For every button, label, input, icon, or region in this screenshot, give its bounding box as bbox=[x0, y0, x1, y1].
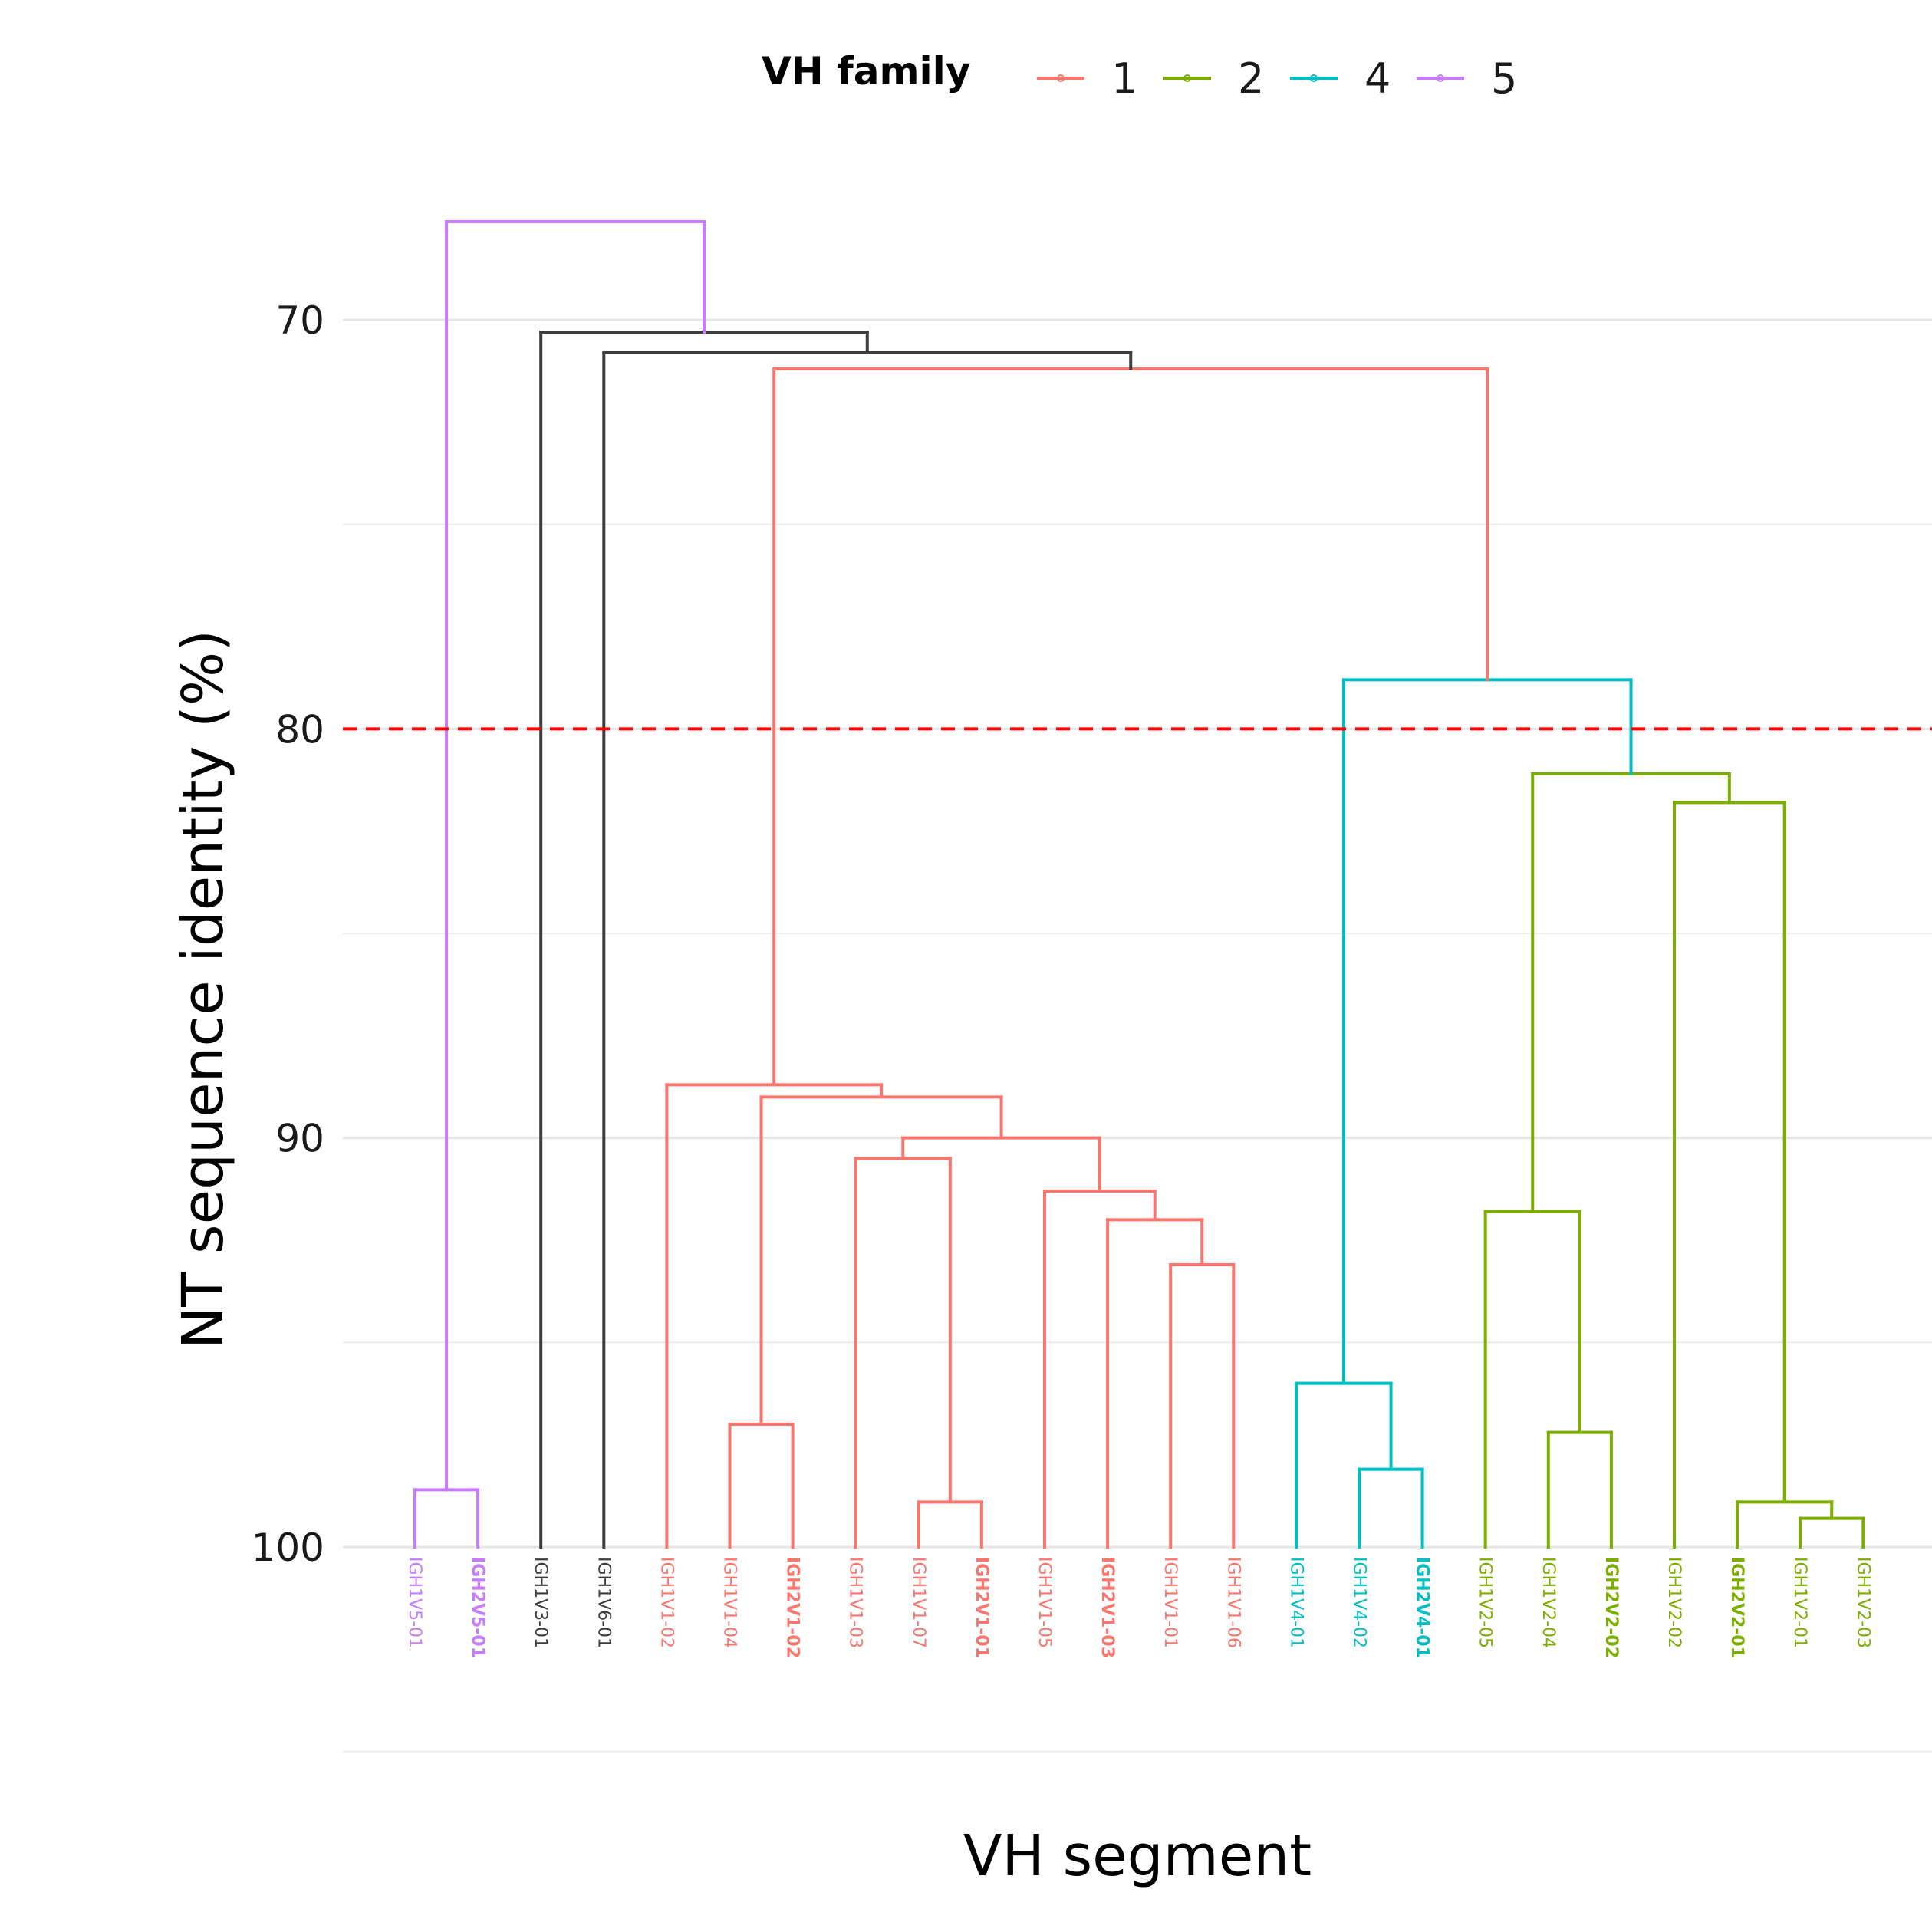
leaf-label: IGH1V1-03 bbox=[846, 1557, 865, 1648]
leaf-label: IGH1V4-01 bbox=[1286, 1557, 1305, 1648]
grid-lines bbox=[343, 318, 1932, 1753]
leaf-label: IGH1V4-02 bbox=[1350, 1557, 1369, 1648]
leaf-label: IGH1V1-07 bbox=[909, 1557, 928, 1648]
leaf-label: IGH2V1-01 bbox=[972, 1557, 991, 1658]
leaf-label: IGH1V2-02 bbox=[1664, 1557, 1684, 1648]
leaf-label: IGH2V2-02 bbox=[1601, 1557, 1621, 1658]
leaf-label: IGH1V5-01 bbox=[405, 1557, 424, 1648]
y-axis-title: NT sequence identity (%) bbox=[170, 630, 236, 1349]
leaf-labels: IGH1V5-01 IGH2V5-01 IGH1V3-01 IGH1V6-01 IGH1… bbox=[405, 1557, 1872, 1658]
leaf-label: IGH1V1-04 bbox=[720, 1557, 739, 1648]
leaf-label: IGH1V1-05 bbox=[1035, 1557, 1054, 1648]
leaf-label: IGH1V6-01 bbox=[594, 1557, 613, 1648]
y-tick-label: 80 bbox=[275, 707, 324, 752]
leaf-label: IGH1V2-04 bbox=[1539, 1557, 1558, 1648]
leaf-label: IGH1V2-05 bbox=[1476, 1557, 1495, 1648]
y-tick-label: 70 bbox=[275, 298, 324, 343]
legend-entries: 1 2 4 5 bbox=[1037, 54, 1517, 103]
y-axis-ticks: 70 80 90 100 bbox=[252, 298, 324, 1570]
legend-key-marker bbox=[1437, 74, 1444, 82]
legend-entry-label: 1 bbox=[1111, 54, 1137, 103]
leaf-label: IGH2V5-01 bbox=[468, 1557, 487, 1658]
legend-key-marker bbox=[1057, 74, 1065, 82]
legend-title: VH family bbox=[762, 49, 970, 94]
x-axis-title: VH segment bbox=[963, 1823, 1312, 1889]
legend-key-marker bbox=[1310, 74, 1318, 82]
legend-key-marker bbox=[1183, 74, 1191, 82]
leaf-label: IGH1V2-03 bbox=[1853, 1557, 1872, 1648]
legend-entry-label: 4 bbox=[1364, 54, 1391, 103]
legend: VH family 1 2 4 5 bbox=[762, 49, 1517, 103]
leaf-label: IGH2V4-01 bbox=[1413, 1557, 1432, 1658]
y-tick-label: 100 bbox=[252, 1526, 324, 1570]
dendrogram-branches bbox=[413, 220, 1865, 1549]
y-tick-label: 90 bbox=[275, 1117, 324, 1161]
leaf-label: IGH2V1-03 bbox=[1098, 1557, 1117, 1658]
leaf-label: IGH1V1-02 bbox=[657, 1557, 676, 1648]
leaf-label: IGH1V1-01 bbox=[1160, 1557, 1180, 1648]
leaf-label: IGH1V1-06 bbox=[1223, 1557, 1242, 1648]
leaf-label: IGH1V3-01 bbox=[531, 1557, 550, 1648]
leaf-label: IGH2V2-01 bbox=[1727, 1557, 1746, 1658]
legend-entry-label: 2 bbox=[1238, 54, 1264, 103]
leaf-label: IGH2V1-02 bbox=[783, 1557, 802, 1658]
leaf-label: IGH1V2-01 bbox=[1790, 1557, 1809, 1648]
legend-entry-label: 5 bbox=[1491, 54, 1517, 103]
